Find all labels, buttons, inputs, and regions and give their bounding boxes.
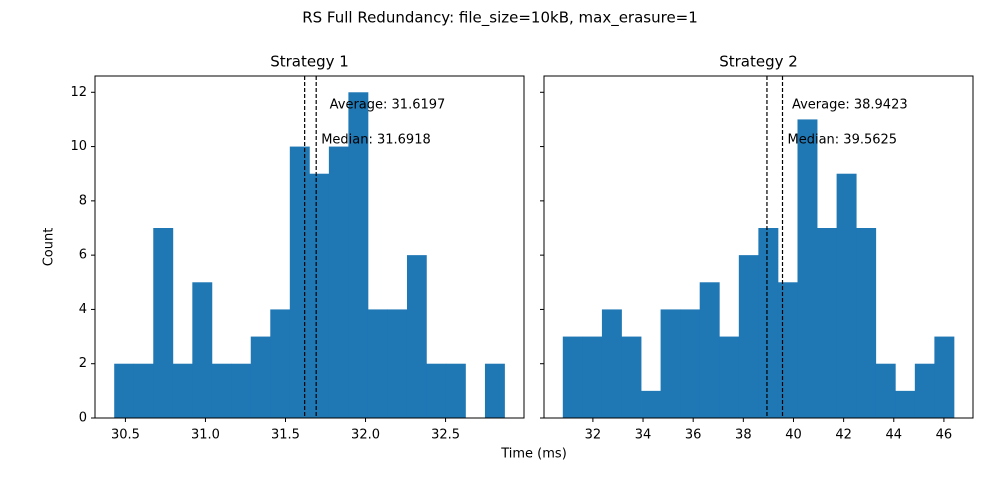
panel-title: Strategy 1 (270, 53, 349, 71)
y-tick-label: 12 (70, 85, 87, 100)
bar (250, 336, 271, 418)
bar (114, 363, 135, 418)
bar (231, 363, 252, 418)
x-tick-label: 31.5 (271, 428, 300, 443)
x-tick-label: 32 (585, 428, 602, 443)
y-tick-label: 6 (79, 248, 87, 263)
annotation: Average: 31.6197 (330, 98, 446, 113)
bar (914, 363, 935, 418)
annotation: Median: 39.5625 (788, 133, 898, 148)
x-tick-label: 38 (735, 428, 752, 443)
x-axis-label: Time (ms) (500, 447, 567, 462)
y-tick-label: 10 (70, 139, 87, 154)
bar (426, 363, 447, 418)
bar (328, 146, 349, 419)
bar (172, 363, 193, 418)
annotation: Median: 31.6918 (321, 133, 431, 148)
bar (817, 228, 838, 418)
bar (836, 173, 857, 418)
x-tick-label: 31.0 (191, 428, 220, 443)
bar (680, 309, 701, 418)
bar (641, 390, 661, 418)
axes-frame (94, 75, 525, 419)
bar (660, 309, 681, 418)
x-tick-label: 36 (685, 428, 702, 443)
y-axis-label: Count (42, 228, 57, 267)
bar (387, 309, 408, 418)
y-tick-label: 4 (79, 302, 87, 317)
bar (211, 363, 232, 418)
bar (270, 309, 291, 418)
bar (153, 228, 174, 418)
x-tick-label: 42 (835, 428, 852, 443)
x-tick-label: 30.5 (111, 428, 140, 443)
bar (309, 173, 330, 418)
bar (562, 336, 583, 418)
bar (445, 363, 466, 418)
bar (797, 119, 818, 418)
x-tick-label: 44 (885, 428, 902, 443)
bar (406, 255, 427, 418)
bar (289, 146, 310, 419)
bar (192, 282, 213, 418)
x-tick-label: 40 (785, 428, 802, 443)
bar (758, 228, 779, 418)
bar (484, 363, 505, 418)
annotation: Average: 38.9423 (792, 98, 908, 113)
bar (601, 309, 622, 418)
bar (895, 390, 916, 418)
bar (348, 92, 369, 419)
bar (582, 336, 603, 418)
figure-title: RS Full Redundancy: file_size=10kB, max_… (302, 9, 698, 28)
x-tick-label: 32.0 (351, 428, 380, 443)
bar (738, 255, 759, 418)
bar (699, 282, 720, 418)
axes-frame (543, 75, 974, 419)
bar (621, 336, 642, 418)
x-tick-label: 34 (635, 428, 652, 443)
x-tick-label: 46 (936, 428, 953, 443)
panel-title: Strategy 2 (719, 53, 798, 71)
bar (934, 336, 955, 418)
y-tick-label: 0 (79, 411, 87, 426)
x-tick-label: 32.5 (431, 428, 460, 443)
bar (856, 228, 877, 418)
bar (133, 363, 154, 418)
bar (777, 282, 798, 418)
y-tick-label: 2 (79, 356, 87, 371)
y-tick-label: 8 (79, 193, 87, 208)
bar (367, 309, 388, 418)
bar (875, 363, 896, 418)
bar (719, 336, 740, 418)
